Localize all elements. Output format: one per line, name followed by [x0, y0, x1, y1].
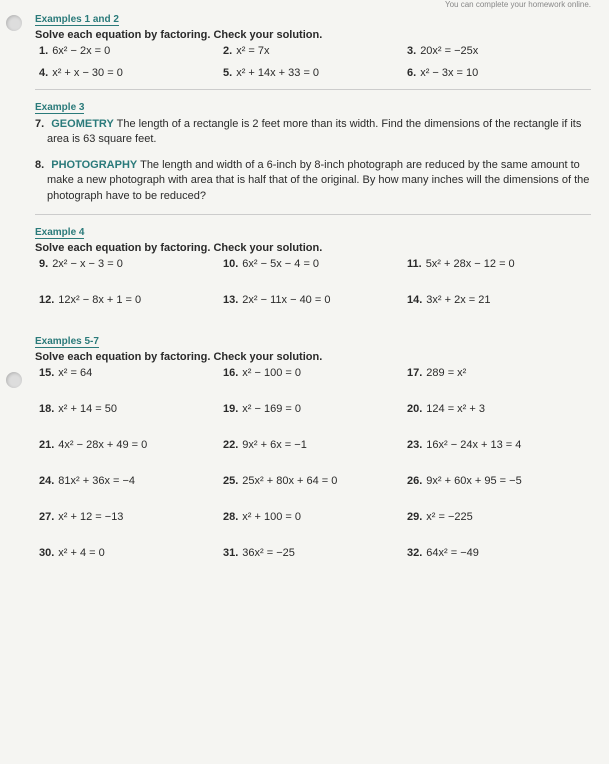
problem-6: 6.x² − 3x = 10: [407, 67, 591, 79]
problem-2: 2.x² = 7x: [223, 45, 407, 57]
problem-25: 25.25x² + 80x + 64 = 0: [223, 475, 407, 487]
problem-5: 5.x² + 14x + 33 = 0: [223, 67, 407, 79]
problem-22: 22.9x² + 6x = −1: [223, 439, 407, 451]
problem-24: 24.81x² + 36x = −4: [39, 475, 223, 487]
problem-16: 16.x² − 100 = 0: [223, 367, 407, 379]
examples-1-2-label: Examples 1 and 2: [35, 14, 119, 26]
problem-17: 17.289 = x²: [407, 367, 591, 379]
problem-10: 10.6x² − 5x − 4 = 0: [223, 258, 407, 270]
problem-31: 31.36x² = −25: [223, 547, 407, 559]
instruction-5-7: Solve each equation by factoring. Check …: [35, 351, 591, 363]
examples-5-7-label: Examples 5-7: [35, 336, 99, 348]
problem-30: 30.x² + 4 = 0: [39, 547, 223, 559]
problem-4: 4.x² + x − 30 = 0: [39, 67, 223, 79]
problem-7: 7. GEOMETRY The length of a rectangle is…: [35, 117, 591, 148]
problem-32: 32.64x² = −49: [407, 547, 591, 559]
problem-20: 20.124 = x² + 3: [407, 403, 591, 415]
punch-hole: [6, 15, 22, 31]
problem-28: 28.x² + 100 = 0: [223, 511, 407, 523]
instruction-4: Solve each equation by factoring. Check …: [35, 242, 591, 254]
instruction-1-2: Solve each equation by factoring. Check …: [35, 29, 591, 41]
problem-13: 13.2x² − 11x − 40 = 0: [223, 294, 407, 306]
punch-hole: [6, 372, 22, 388]
problem-29: 29.x² = −225: [407, 511, 591, 523]
example-3-label: Example 3: [35, 102, 84, 114]
problem-15: 15.x² = 64: [39, 367, 223, 379]
problem-27: 27.x² + 12 = −13: [39, 511, 223, 523]
problem-19: 19.x² − 169 = 0: [223, 403, 407, 415]
problem-1: 1.6x² − 2x = 0: [39, 45, 223, 57]
example-4-label: Example 4: [35, 227, 84, 239]
problem-3: 3.20x² = −25x: [407, 45, 591, 57]
problem-11: 11.5x² + 28x − 12 = 0: [407, 258, 591, 270]
header-note: You can complete your homework online.: [445, 0, 591, 9]
problem-8: 8. PHOTOGRAPHY The length and width of a…: [35, 158, 591, 204]
problem-12: 12.12x² − 8x + 1 = 0: [39, 294, 223, 306]
problem-23: 23.16x² − 24x + 13 = 4: [407, 439, 591, 451]
problem-14: 14.3x² + 2x = 21: [407, 294, 591, 306]
problem-9: 9.2x² − x − 3 = 0: [39, 258, 223, 270]
problem-21: 21.4x² − 28x + 49 = 0: [39, 439, 223, 451]
problem-18: 18.x² + 14 = 50: [39, 403, 223, 415]
problem-26: 26.9x² + 60x + 95 = −5: [407, 475, 591, 487]
